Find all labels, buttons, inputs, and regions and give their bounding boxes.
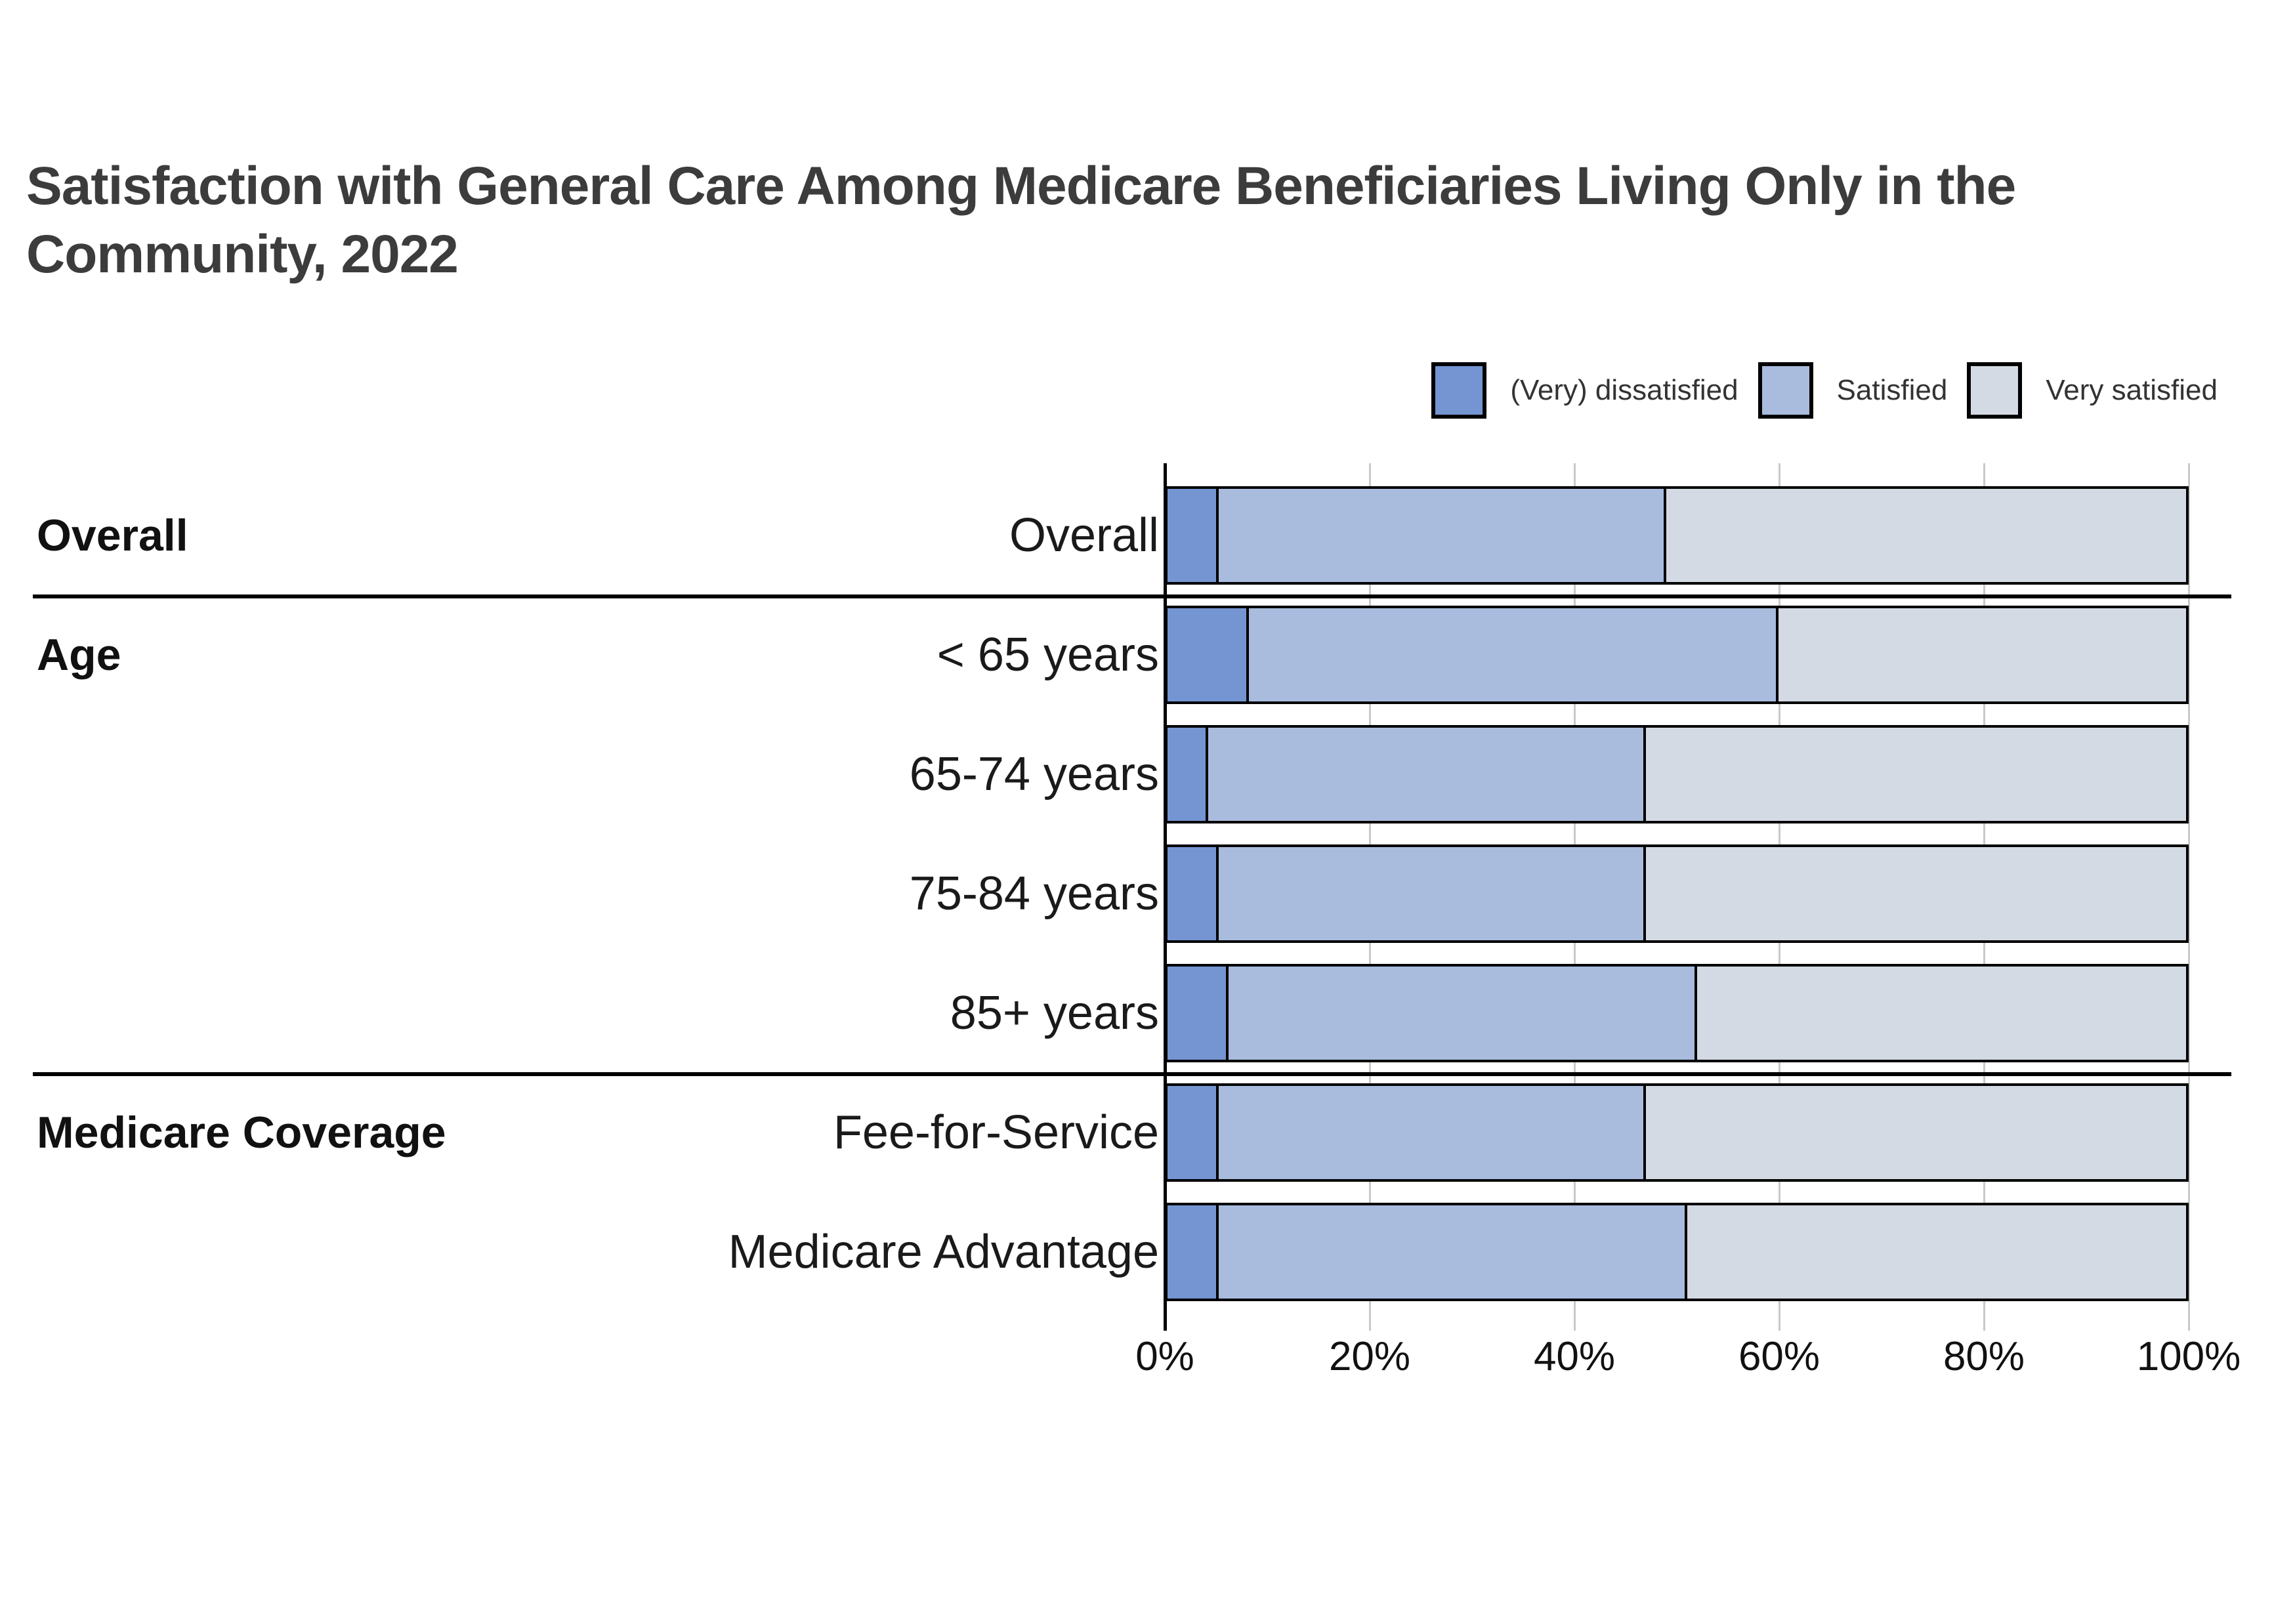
legend-item: Satisfied <box>1758 362 1948 419</box>
stacked-bar <box>1165 486 2189 585</box>
bar-segment-very-satisfied <box>1646 1086 2186 1179</box>
bar-segment-very-satisfied <box>1646 847 2186 940</box>
legend-label: Satisfied <box>1836 374 1948 406</box>
bar-row: Medicare Coverage Fee-for-Service <box>0 1083 2274 1182</box>
bar-segment-satisfied <box>1218 1205 1687 1299</box>
row-label: 65-74 years <box>909 748 1159 801</box>
legend-label: (Very) dissatisfied <box>1510 374 1738 406</box>
row-label: Overall <box>1009 509 1159 562</box>
bar-segment-very-dissatisfied <box>1168 728 1209 821</box>
legend-item: (Very) dissatisfied <box>1431 362 1738 419</box>
bar-row: Age < 65 years <box>0 606 2274 704</box>
gridline-100 <box>2188 463 2190 1331</box>
x-tick-label: 40% <box>1533 1334 1616 1379</box>
bar-segment-very-satisfied <box>1646 728 2186 821</box>
bar-segment-satisfied <box>1249 608 1779 701</box>
bar-row: Medicare Advantage <box>0 1203 2274 1301</box>
bar-row: 85+ years <box>0 964 2274 1062</box>
legend-swatch-icon <box>1758 362 1813 419</box>
bar-segment-very-satisfied <box>1687 1205 2186 1299</box>
bar-row: 75-84 years <box>0 844 2274 943</box>
bar-segment-satisfied <box>1218 489 1667 582</box>
x-tick-label: 100% <box>2136 1334 2241 1379</box>
bar-segment-very-dissatisfied <box>1168 1205 1219 1299</box>
legend-label: Very satisfied <box>2046 374 2218 406</box>
stacked-bar <box>1165 964 2189 1062</box>
stacked-bar <box>1165 1083 2189 1182</box>
bar-segment-very-dissatisfied <box>1168 847 1219 940</box>
row-label: < 65 years <box>937 629 1159 681</box>
x-tick-label: 60% <box>1738 1334 1821 1379</box>
bar-row: 65-74 years <box>0 725 2274 823</box>
x-tick-label: 20% <box>1328 1334 1411 1379</box>
row-label: 85+ years <box>950 987 1159 1039</box>
chart-title-line2: Community, 2022 <box>26 224 459 284</box>
legend-item: Very satisfied <box>1967 362 2218 419</box>
bar-segment-very-dissatisfied <box>1168 1086 1219 1179</box>
bar-segment-satisfied <box>1229 967 1698 1060</box>
bar-segment-very-dissatisfied <box>1168 967 1229 1060</box>
group-separator <box>33 594 2231 598</box>
group-label: Medicare Coverage <box>37 1108 446 1157</box>
bar-segment-very-satisfied <box>1779 608 2186 701</box>
bar-segment-very-dissatisfied <box>1168 489 1219 582</box>
x-tick-label: 80% <box>1943 1334 2025 1379</box>
bar-segment-satisfied <box>1218 847 1647 940</box>
bar-segment-very-satisfied <box>1666 489 2186 582</box>
stacked-bar <box>1165 606 2189 704</box>
stacked-bar <box>1165 1203 2189 1301</box>
legend-swatch-icon <box>1967 362 2023 419</box>
bar-segment-satisfied <box>1218 1086 1647 1179</box>
chart-title: Satisfaction with General Care Among Med… <box>26 152 2244 289</box>
group-separator <box>33 1072 2231 1076</box>
group-label: Overall <box>37 510 188 560</box>
legend-swatch-icon <box>1431 362 1487 419</box>
stacked-bar <box>1165 844 2189 943</box>
row-label: Fee-for-Service <box>833 1106 1159 1159</box>
row-label: Medicare Advantage <box>728 1226 1159 1278</box>
row-label: 75-84 years <box>909 867 1159 920</box>
bar-segment-very-satisfied <box>1697 967 2186 1060</box>
bar-segment-very-dissatisfied <box>1168 608 1250 701</box>
chart-legend: (Very) dissatisfied Satisfied Very satisfi… <box>1431 362 2218 419</box>
chart-title-line1: Satisfaction with General Care Among Med… <box>26 156 2016 216</box>
stacked-bar <box>1165 725 2189 823</box>
bar-row: Overall Overall <box>0 486 2274 585</box>
x-tick-label: 0% <box>1135 1334 1194 1379</box>
bar-segment-satisfied <box>1208 728 1647 821</box>
group-label: Age <box>37 630 121 680</box>
